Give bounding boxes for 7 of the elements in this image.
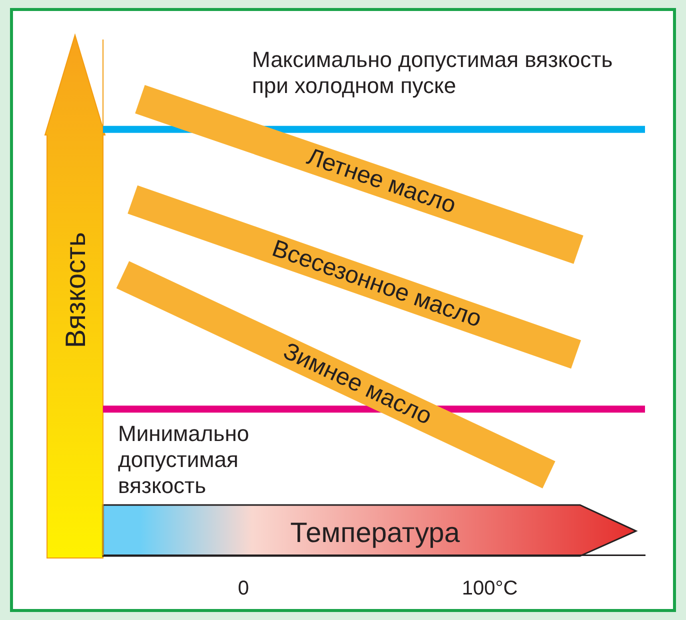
x-axis-title: Температура [290,517,460,549]
ref-line-label: Максимально допустимая вязкость при холодном пуске [252,47,614,100]
ref-line-label: Минимально допустимая вязкость [118,421,250,498]
text: Летнее масло [304,143,460,220]
y-axis-title: Вязкость [60,232,92,348]
x-tick-label: 0 [238,578,249,600]
x-tick-label: 100°C [462,578,518,600]
